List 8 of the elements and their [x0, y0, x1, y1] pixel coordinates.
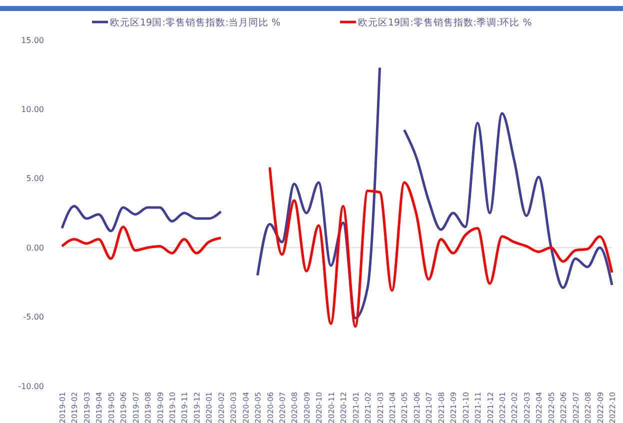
y-tick-label: 5.00: [26, 174, 44, 184]
y-tick-label: 10.00: [21, 105, 44, 114]
y-tick-label: -5.00: [23, 312, 44, 322]
y-tick-label: 15.00: [21, 36, 44, 45]
legend-label: 欧元区19国:零售销售指数:季调:环比 %: [358, 16, 532, 28]
legend-label: 欧元区19国:零售销售指数:当月同比 %: [110, 16, 281, 28]
y-tick-label: -10.00: [18, 382, 44, 391]
y-tick-label: 0.00: [26, 243, 44, 252]
